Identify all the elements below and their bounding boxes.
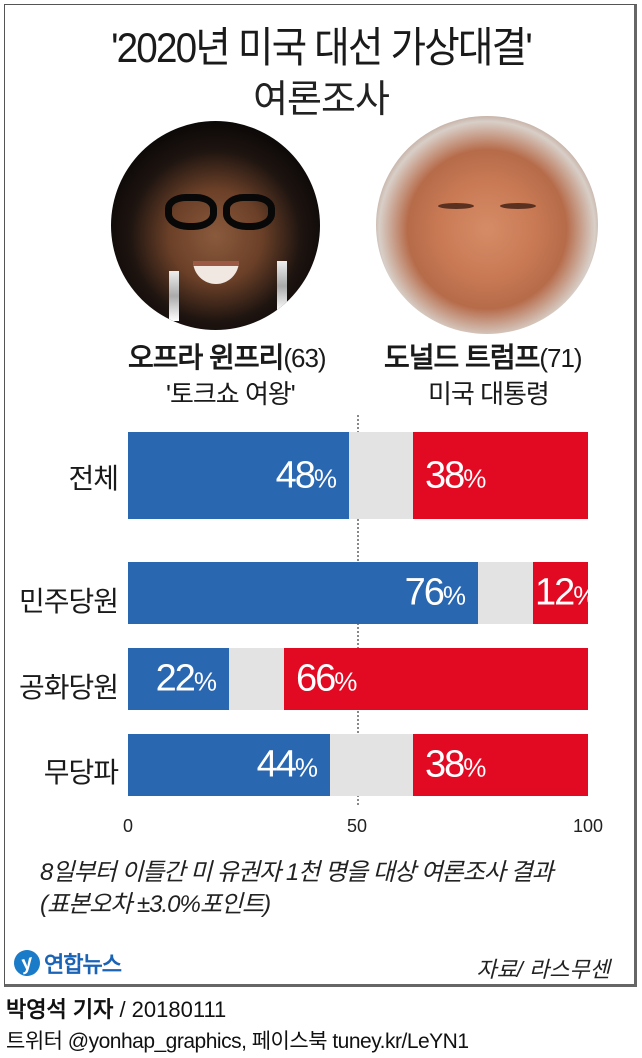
candidate-name-text: 오프라 윈프리	[128, 342, 284, 373]
value-label: 22%	[155, 657, 217, 700]
bar-oprah: 48%	[128, 432, 349, 519]
byline: 박영석 기자 / 20180111	[6, 992, 226, 1024]
value-label: 66%	[296, 657, 358, 700]
bar-row-total: 48% 38%	[128, 432, 588, 519]
bar-undecided	[330, 734, 413, 796]
candidate-role-trump: 미국 대통령	[428, 379, 550, 409]
bar-undecided	[478, 562, 533, 624]
value-label: 38%	[425, 454, 487, 496]
glasses-shape	[161, 194, 281, 234]
bar-undecided	[349, 432, 413, 519]
data-source: 자료/ 라스무센	[476, 957, 610, 982]
page-title: '2020년 미국 대선 가상대결'	[111, 24, 533, 71]
bar-trump: 38%	[413, 432, 588, 519]
earring-left	[169, 271, 179, 321]
x-tick-0: 0	[122, 816, 134, 836]
bar-undecided	[229, 648, 284, 710]
candidate-name-oprah: 오프라 윈프리(63)	[128, 336, 327, 376]
candidate-role-oprah: '토크쇼 여왕'	[166, 379, 296, 409]
yonhap-logo: y 연합뉴스	[11, 947, 122, 979]
row-label: 전체	[68, 463, 119, 494]
value-label: 12%	[535, 571, 597, 614]
bar-row-democrats: 76% 12%	[128, 562, 596, 624]
value-label: 38%	[425, 743, 487, 786]
value-label: 44%	[256, 743, 318, 786]
bar-trump: 12%	[533, 562, 596, 624]
candidate-age: (63)	[283, 343, 326, 373]
oprah-winfrey-photo	[111, 121, 320, 330]
yonhap-logo-icon: y	[11, 947, 43, 979]
bar-oprah: 44%	[128, 734, 330, 796]
publish-date: / 20180111	[113, 997, 227, 1022]
earring-right	[277, 261, 287, 311]
x-tick-50: 50	[346, 816, 368, 836]
candidate-name-trump: 도널드 트럼프(71)	[384, 336, 583, 376]
page-subtitle: 여론조사	[253, 79, 390, 121]
social-links: 트위터 @yonhap_graphics, 페이스북 tuney.kr/LeYN…	[6, 1030, 469, 1053]
candidate-age: (71)	[539, 343, 582, 373]
bar-trump: 38%	[413, 734, 588, 796]
eye-left	[438, 203, 474, 209]
yonhap-logo-text: 연합뉴스	[44, 952, 122, 977]
bar-row-independents: 44% 38%	[128, 734, 588, 796]
eye-right	[500, 203, 536, 209]
row-label: 민주당원	[18, 586, 119, 617]
value-label: 76%	[404, 571, 466, 614]
value-label: 48%	[275, 454, 337, 496]
candidate-name-text: 도널드 트럼프	[384, 342, 540, 373]
survey-note: 8일부터 이틀간 미 유권자 1천 명을 대상 여론조사 결과	[40, 859, 554, 886]
row-label: 무당파	[43, 757, 119, 788]
smile-shape	[193, 261, 239, 284]
reporter-name: 박영석 기자	[6, 997, 114, 1022]
x-tick-100: 100	[572, 816, 604, 836]
bar-oprah: 76%	[128, 562, 478, 624]
margin-of-error-note: (표본오차 ±3.0%포인트)	[40, 891, 271, 918]
bar-oprah: 22%	[128, 648, 229, 710]
bar-chart: 전체 48% 38% 민주당원 76% 12% 공화당원 22% 66% 무당파	[18, 415, 604, 836]
row-label: 공화당원	[18, 672, 119, 703]
bar-trump: 66%	[284, 648, 588, 710]
donald-trump-photo	[376, 116, 598, 334]
bar-row-republicans: 22% 66%	[128, 648, 588, 710]
